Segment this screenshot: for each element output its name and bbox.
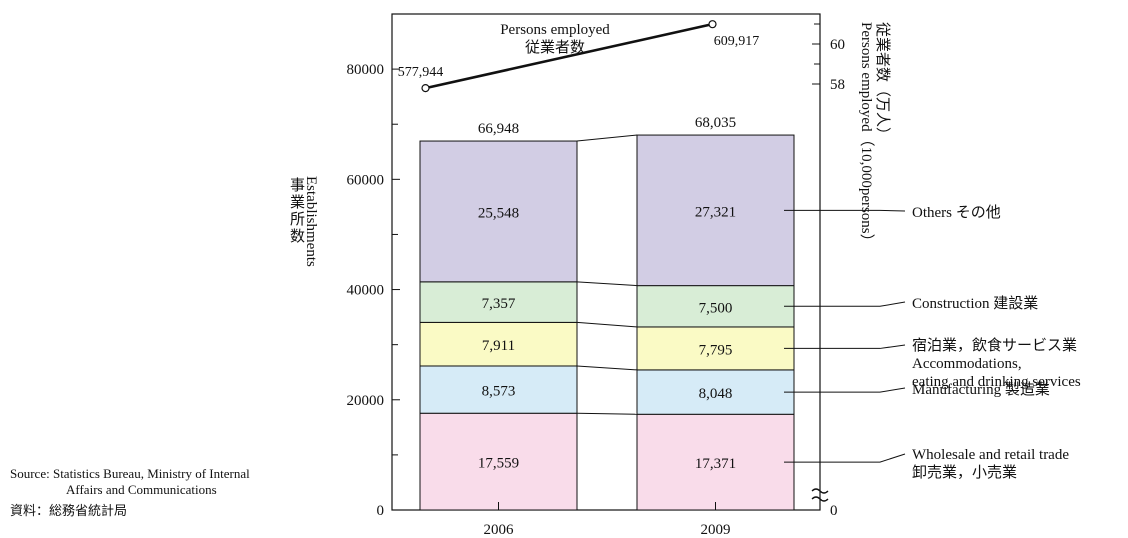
legend-leader-line: [784, 301, 906, 307]
legend-label-others: Others その他: [912, 204, 1001, 221]
employed-series-line: [425, 22, 713, 90]
segment-value-label: 27,321: [695, 204, 736, 220]
segment-value-label: 17,559: [478, 456, 519, 472]
y-axis-label-en: Establishments: [303, 176, 319, 267]
segment-connector: [576, 321, 638, 328]
left-y-axis: 0 20000 40000 60000 80000: [347, 62, 400, 519]
y-axis-label-ja-char: 数: [290, 228, 305, 245]
segment-value-labels: 17,559 8,573 7,911 7,357 25,548 17,371 8,048 7,…: [478, 204, 736, 472]
legend-label-accommodations-en2: eating and drinking services: [912, 374, 1081, 390]
bar-segment: [636, 326, 795, 371]
segment-connector: [576, 281, 638, 287]
segment-connector: [576, 134, 638, 142]
y2-tick-label: 60: [830, 37, 845, 53]
segment-connectors: [576, 134, 638, 415]
segment-value-label: 25,548: [478, 205, 519, 221]
employed-value-label: 577,944: [398, 65, 444, 80]
bar-segments: [419, 134, 795, 511]
segment-value-label: 17,371: [695, 456, 736, 472]
legend-leader-line: [784, 387, 906, 393]
y-tick-label: 0: [377, 503, 385, 519]
bar-segment: [636, 285, 795, 328]
bar-segment: [419, 365, 578, 414]
segment-value-label: 7,911: [482, 338, 515, 354]
employed-series-name-ja: 従業者数: [525, 39, 585, 56]
bar-segment: [419, 140, 578, 283]
legend-leader-line: [784, 209, 906, 212]
source-line-2: Affairs and Communications: [66, 482, 217, 497]
total-label: 68,035: [695, 115, 736, 131]
bar-segment: [419, 321, 578, 367]
legend-leader-line: [784, 453, 906, 463]
bar-segment: [419, 281, 578, 323]
x-tick-label: 2009: [701, 522, 731, 538]
y-tick-label: 80000: [347, 62, 385, 78]
source-line-1: Source: Statistics Bureau, Ministry of I…: [10, 466, 250, 481]
segment-connector: [576, 365, 638, 371]
y-tick-label: 60000: [347, 172, 385, 188]
employed-point: [421, 84, 430, 93]
y2-axis-label-en: Persons employed（10,000persons）: [858, 22, 875, 249]
legend-label-accommodations-ja: 宿泊業，飲食サービス業: [912, 337, 1077, 354]
plot-frame: [391, 13, 821, 511]
segment-value-label: 8,573: [482, 384, 516, 400]
bar-segment: [636, 134, 795, 287]
segment-value-label: 8,048: [699, 386, 733, 402]
x-axis: 2006 2009: [484, 502, 731, 538]
y-axis-label-ja-char: 事: [290, 177, 305, 194]
bar-segment: [419, 412, 578, 511]
y-axis-label-ja-char: 業: [290, 194, 305, 211]
y2-tick-label: 58: [830, 77, 845, 93]
segment-connector: [576, 412, 638, 415]
legend-label-construction: Construction 建設業: [912, 295, 1038, 312]
segment-value-label: 7,795: [699, 342, 733, 358]
segment-value-label: 7,357: [482, 296, 516, 312]
source-line-3: 資料：総務省統計局: [10, 503, 128, 518]
legend-label-accommodations-en: Accommodations,: [912, 356, 1022, 372]
y-tick-label: 20000: [347, 393, 385, 409]
axis-break-mark: [811, 488, 829, 502]
y-axis-label-ja-char: 所: [290, 211, 305, 228]
y2-tick-label: 0: [830, 503, 838, 519]
legend-label-wholesale-ja: 卸売業，小売業: [912, 464, 1017, 481]
y-axis-label-ja: 事業所数: [290, 177, 305, 245]
employed-series-name-en: Persons employed: [500, 22, 610, 38]
total-label: 66,948: [478, 121, 519, 137]
x-tick-label: 2006: [484, 522, 515, 538]
legend-label-manufacturing: Manufacturing 製造業: [912, 381, 1050, 398]
segment-value-label: 7,500: [699, 300, 733, 316]
legend-leader-line: [784, 344, 906, 349]
total-labels: 66,948 68,035: [478, 115, 736, 137]
employed-point: [708, 20, 717, 29]
y2-axis-label-ja: 従業者数（万人）: [874, 22, 891, 142]
y-tick-label: 40000: [347, 283, 385, 299]
legend-label-wholesale-en: Wholesale and retail trade: [912, 447, 1069, 463]
right-y-axis: 60 58 0: [812, 23, 845, 519]
employed-value-label: 609,917: [714, 34, 760, 49]
bar-segment: [636, 369, 795, 415]
